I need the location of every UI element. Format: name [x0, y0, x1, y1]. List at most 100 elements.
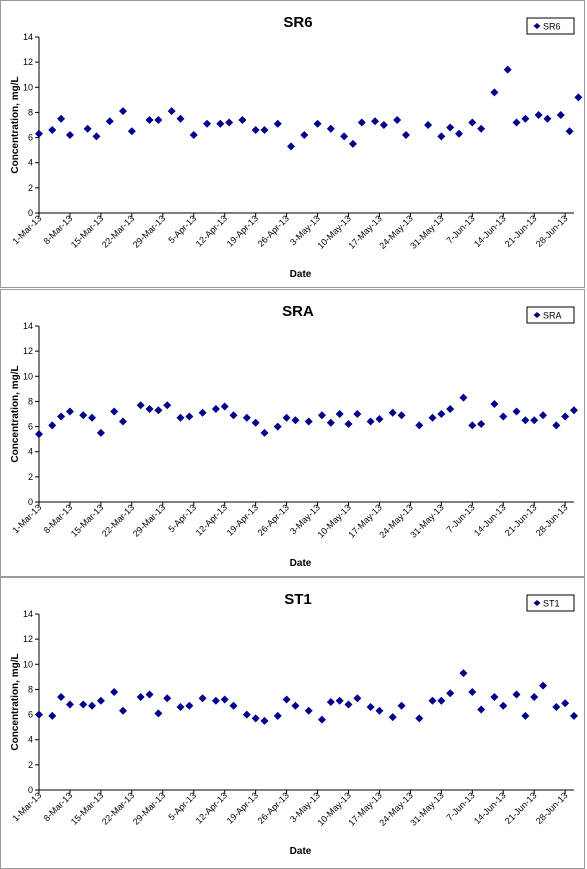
data-point — [65, 407, 74, 416]
data-point — [490, 88, 499, 97]
chart-svg: SRA024681012141-Mar-138-Mar-1315-Mar-132… — [10, 303, 578, 569]
chart-svg: SR6024681012141-Mar-138-Mar-1315-Mar-132… — [10, 14, 583, 280]
data-point — [512, 407, 521, 416]
data-point — [57, 412, 66, 421]
data-point — [534, 110, 543, 119]
data-point — [88, 413, 97, 422]
data-point — [260, 126, 269, 135]
y-tick-label: 10 — [23, 82, 33, 92]
data-point — [229, 701, 238, 710]
data-point — [92, 132, 101, 141]
data-point — [287, 142, 296, 151]
data-point — [565, 127, 574, 136]
y-tick-label: 10 — [23, 371, 33, 381]
data-point — [282, 413, 291, 422]
data-point — [503, 65, 512, 74]
x-tick-label: 1-Mar-13 — [11, 790, 44, 823]
data-point — [348, 139, 357, 148]
y-tick-label: 8 — [28, 396, 33, 406]
x-tick-label: 28-Jun-13 — [534, 213, 570, 249]
y-tick-label: 2 — [28, 183, 33, 193]
data-point — [225, 118, 234, 127]
x-tick-label: 15-Mar-13 — [69, 213, 105, 249]
chart-panel-sr6: SR6 0 2 4 6 8 10 12 14 1-Mar-13 8-Mar-13 15-Mar-13 2… — [0, 0, 585, 288]
data-point — [388, 713, 397, 722]
data-point — [220, 402, 229, 411]
data-point — [238, 115, 247, 124]
x-axis-title: Date — [290, 269, 312, 280]
x-tick-label: 12-Apr-13 — [194, 790, 229, 825]
data-point — [119, 107, 128, 116]
x-tick-label: 12-Apr-13 — [194, 502, 229, 537]
data-point — [282, 695, 291, 704]
y-tick-label: 0 — [28, 208, 33, 218]
data-point — [357, 118, 366, 127]
data-point — [211, 696, 220, 705]
legend-box — [526, 17, 575, 35]
x-tick-label: 29-Mar-13 — [131, 790, 167, 826]
y-tick-label: 14 — [23, 609, 33, 619]
legend: SR6 — [526, 17, 575, 35]
y-tick-label: 4 — [28, 447, 33, 457]
data-point — [110, 407, 119, 416]
data-point — [35, 710, 43, 719]
x-tick-label: 5-Apr-13 — [166, 213, 198, 245]
data-point — [119, 706, 128, 715]
data-point — [317, 715, 326, 724]
x-tick-label: 31-May-13 — [408, 213, 445, 250]
data-point — [189, 131, 198, 140]
x-tick-label: 22-Mar-13 — [100, 502, 136, 538]
data-point — [326, 418, 335, 427]
data-point — [79, 700, 88, 709]
data-point — [304, 706, 313, 715]
y-tick-label: 12 — [23, 57, 33, 67]
x-tick-label: 5-Apr-13 — [166, 502, 198, 534]
data-point — [273, 119, 282, 128]
x-tick-label: 31-May-13 — [408, 502, 445, 539]
x-tick-label: 19-Apr-13 — [225, 790, 260, 825]
data-point — [455, 129, 464, 138]
legend-box — [526, 594, 575, 612]
data-point — [220, 695, 229, 704]
data-point — [203, 119, 212, 128]
data-point — [401, 131, 410, 140]
data-point — [251, 126, 260, 135]
data-point — [561, 412, 570, 421]
data-point — [185, 412, 194, 421]
data-point — [366, 417, 375, 426]
x-tick-label: 1-Mar-13 — [11, 502, 44, 535]
data-point — [353, 694, 362, 703]
data-point — [48, 711, 57, 720]
data-point — [477, 124, 486, 133]
data-point — [167, 107, 176, 116]
data-point — [83, 124, 92, 133]
data-point — [326, 698, 335, 706]
data-point — [251, 714, 260, 723]
data-point — [393, 115, 402, 124]
chart-panel-sra: SRA 0 2 4 6 8 10 12 14 1-Mar-13 8-Mar-13 15-Mar-13 2… — [0, 289, 585, 577]
data-point — [340, 132, 349, 141]
data-point — [300, 131, 309, 140]
data-point — [313, 119, 322, 128]
data-point — [185, 701, 194, 710]
x-tick-label: 28-Jun-13 — [534, 790, 570, 826]
data-point — [543, 114, 552, 123]
data-point — [521, 114, 530, 123]
data-point — [521, 711, 530, 720]
data-point — [242, 710, 251, 719]
data-point — [291, 416, 300, 425]
chart-panel-st1: ST1 0 2 4 6 8 10 12 14 1-Mar-13 8-Mar-13 15-Mar-13 2… — [0, 577, 585, 869]
x-tick-label: 21-Jun-13 — [503, 502, 539, 538]
x-tick-label: 21-Jun-13 — [503, 213, 539, 249]
y-tick-label: 8 — [28, 107, 33, 117]
data-point — [415, 714, 424, 723]
data-point — [163, 694, 172, 703]
x-tick-label: 22-Mar-13 — [100, 213, 136, 249]
legend-label: ST1 — [543, 599, 560, 609]
legend-marker — [533, 312, 541, 318]
data-point — [176, 703, 185, 712]
data-point — [353, 410, 362, 418]
data-point — [145, 115, 154, 124]
data-point — [304, 417, 313, 426]
